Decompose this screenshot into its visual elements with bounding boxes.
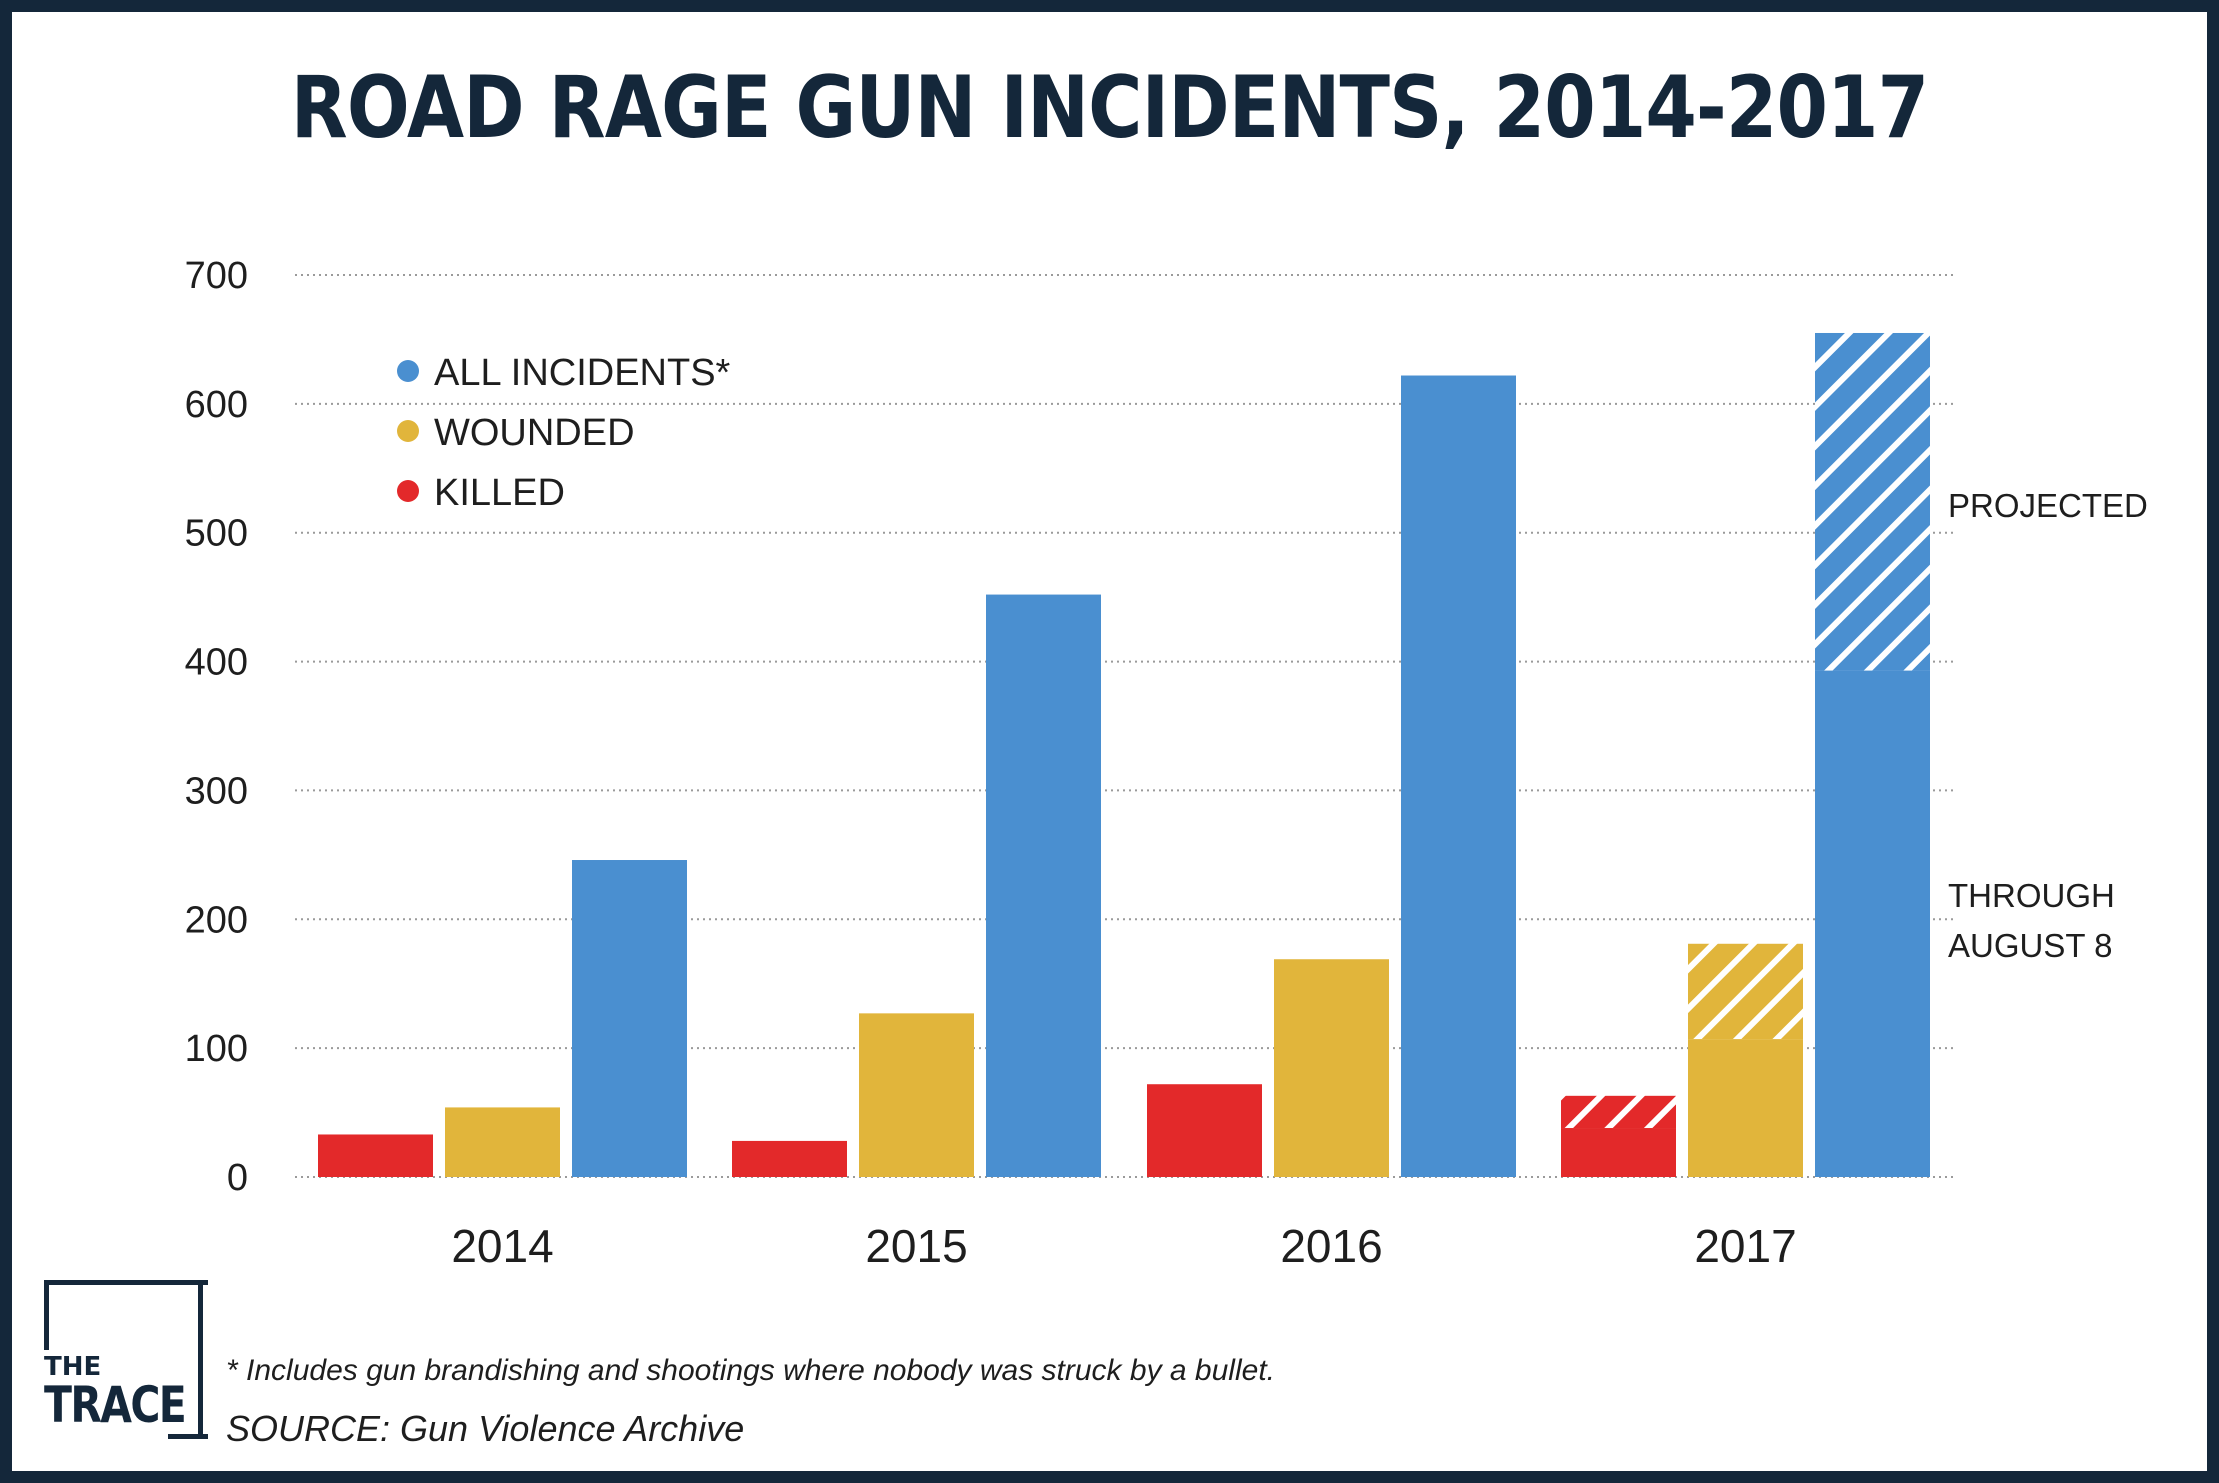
- annotation-projected: PROJECTED: [1948, 487, 2148, 524]
- annotations: PROJECTED THROUGH AUGUST 8: [1948, 487, 2148, 964]
- y-tick-label: 300: [185, 770, 248, 812]
- logo-text-trace: TRACE: [44, 1376, 187, 1434]
- x-tick-label: 2014: [451, 1220, 553, 1272]
- legend-dot: [397, 420, 419, 442]
- y-tick-label: 600: [185, 384, 248, 426]
- chart-title: ROAD RAGE GUN INCIDENTS, 2014-2017: [290, 58, 1929, 158]
- legend-dot: [397, 360, 419, 382]
- x-tick-label: 2017: [1694, 1220, 1796, 1272]
- footnote: * Includes gun brandishing and shootings…: [226, 1354, 1275, 1387]
- wounded-bar-projected: [1688, 943, 1803, 1040]
- legend-label: WOUNDED: [434, 412, 635, 454]
- wounded-bar: [859, 1013, 974, 1177]
- all-incidents-bar: [572, 860, 687, 1177]
- killed-bar: [732, 1140, 847, 1177]
- all-incidents-bar: [1815, 670, 1930, 1177]
- y-tick-label: 500: [185, 513, 248, 555]
- annotation-august: AUGUST 8: [1948, 927, 2112, 964]
- annotation-through: THROUGH: [1948, 877, 2115, 914]
- y-tick-label: 400: [185, 642, 248, 684]
- y-tick-label: 200: [185, 899, 248, 941]
- y-tick-label: 100: [185, 1028, 248, 1070]
- y-tick-label: 0: [227, 1157, 248, 1199]
- logo-text-the: THE: [44, 1352, 102, 1382]
- bars: [318, 332, 1930, 1178]
- legend-label: ALL INCIDENTS*: [434, 352, 731, 394]
- the-trace-logo: THE TRACE: [44, 1280, 208, 1444]
- y-axis-ticks: 0 100 200 300 400 500 600 700: [185, 255, 248, 1199]
- killed-bar: [1561, 1128, 1676, 1177]
- all-incidents-bar: [986, 594, 1101, 1177]
- killed-bar-projected: [1561, 1095, 1676, 1129]
- grid-lines: [295, 274, 1955, 1178]
- killed-bar: [318, 1134, 433, 1177]
- source-note: SOURCE: Gun Violence Archive: [226, 1408, 745, 1449]
- all-incidents-bar-projected: [1815, 332, 1930, 671]
- y-tick-label: 700: [185, 255, 248, 297]
- wounded-bar: [445, 1107, 560, 1177]
- x-axis-ticks: 2014 2015 2016 2017: [451, 1220, 1796, 1272]
- legend: ALL INCIDENTS* WOUNDED KILLED: [397, 352, 731, 514]
- x-tick-label: 2016: [1280, 1220, 1382, 1272]
- wounded-bar: [1274, 959, 1389, 1177]
- wounded-bar: [1688, 1039, 1803, 1177]
- legend-dot: [397, 480, 419, 502]
- killed-bar: [1147, 1084, 1262, 1177]
- all-incidents-bar: [1401, 375, 1516, 1178]
- legend-label: KILLED: [434, 472, 565, 514]
- x-tick-label: 2015: [865, 1220, 967, 1272]
